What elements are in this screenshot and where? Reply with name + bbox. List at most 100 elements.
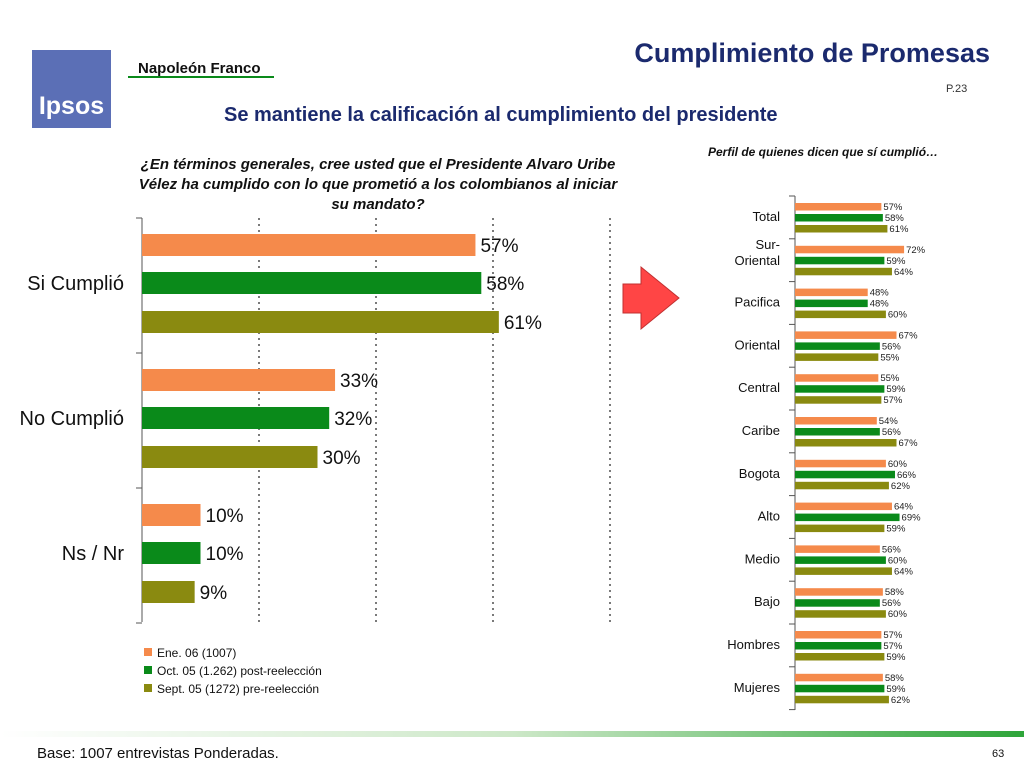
profile-data-label: 54% <box>879 416 899 427</box>
profile-bar <box>795 214 883 222</box>
profile-bar <box>795 599 880 607</box>
bar <box>142 311 499 333</box>
profile-data-label: 57% <box>883 202 903 213</box>
profile-data-label: 48% <box>870 288 890 299</box>
profile-bar <box>795 288 868 297</box>
profile-data-label: 58% <box>885 587 905 598</box>
profile-bar <box>795 256 885 265</box>
legend-label: Oct. 05 (1.262) post-reelección <box>157 664 322 678</box>
brand-underline <box>128 76 274 78</box>
data-label: 10% <box>206 544 244 565</box>
profile-data-label: 69% <box>902 513 922 524</box>
profile-data-label: 55% <box>880 352 900 363</box>
profile-bar <box>795 653 885 661</box>
profile-category-label: Sur-Oriental <box>734 237 780 268</box>
profile-data-label: 64% <box>894 267 914 278</box>
profile-data-label: 56% <box>882 341 902 352</box>
ipsos-logo <box>32 50 111 128</box>
profile-category-label: Hombres <box>727 637 780 652</box>
profile-data-label: 57% <box>883 630 903 641</box>
profile-bar <box>795 225 888 233</box>
main-chart-title: ¿En términos generales, cree usted que e… <box>138 156 618 213</box>
profile-data-label: 60% <box>888 310 908 321</box>
profile-bar <box>795 567 892 575</box>
bar <box>142 407 330 429</box>
profile-data-label: 64% <box>894 566 914 577</box>
slide-number: 63 <box>992 748 1005 760</box>
data-label: 9% <box>200 583 228 604</box>
profile-bar <box>795 203 882 211</box>
slide-subtitle: Se mantiene la calificación al cumplimie… <box>224 104 778 126</box>
bar <box>142 369 336 391</box>
profile-category-label: Oriental <box>734 337 780 352</box>
profile-bar <box>795 513 900 522</box>
profile-data-label: 60% <box>888 459 908 470</box>
profile-bar <box>795 374 879 382</box>
profile-data-label: 67% <box>899 438 919 449</box>
profile-category-label: Mujeres <box>734 680 781 695</box>
profile-bar <box>795 695 889 704</box>
profile-bar <box>795 396 882 404</box>
legend-swatch <box>144 648 152 656</box>
profile-data-label: 56% <box>882 544 902 555</box>
profile-data-label: 55% <box>880 373 900 384</box>
profile-category-label: Total <box>753 209 781 224</box>
profile-bar <box>795 417 877 425</box>
profile-data-label: 57% <box>883 395 903 406</box>
profile-bar <box>795 385 885 393</box>
category-label: No Cumplió <box>20 408 124 430</box>
profile-data-label: 60% <box>888 555 908 566</box>
bar <box>142 504 201 526</box>
legend-swatch <box>144 666 152 674</box>
profile-bar <box>795 310 886 319</box>
profile-data-label: 56% <box>882 598 902 609</box>
data-label: 32% <box>334 409 372 430</box>
profile-category-label: Bogota <box>739 466 781 481</box>
legend-label: Ene. 06 (1007) <box>157 646 236 660</box>
profile-data-label: 59% <box>886 384 906 395</box>
profile-bar <box>795 524 885 533</box>
logo-text: Ipsos <box>38 92 105 120</box>
profile-data-label: 60% <box>888 609 908 620</box>
profile-data-label: 72% <box>906 245 926 256</box>
profile-category-label: Medio <box>745 551 780 566</box>
footer-bar <box>0 731 1024 737</box>
profile-data-label: 59% <box>886 256 906 267</box>
profile-data-label: 59% <box>886 684 906 695</box>
profile-category-label: Central <box>738 380 780 395</box>
profile-bar <box>795 439 897 447</box>
profile-bar <box>795 502 892 511</box>
profile-data-label: 62% <box>891 481 911 492</box>
base-note: Base: 1007 entrevistas Ponderadas. <box>37 745 279 762</box>
bar <box>142 581 195 603</box>
profile-data-label: 61% <box>889 224 909 235</box>
profile-data-label: 58% <box>885 673 905 684</box>
right-arrow-icon <box>622 265 680 331</box>
bar <box>142 446 318 468</box>
profile-category-label: Pacifica <box>734 295 780 310</box>
page-reference: P.23 <box>946 83 968 95</box>
profile-bar <box>795 267 892 276</box>
profile-bar <box>795 331 897 339</box>
profile-data-label: 48% <box>870 299 890 310</box>
profile-data-label: 58% <box>885 213 905 224</box>
profile-bar <box>795 631 882 639</box>
profile-category-label: Caribe <box>742 423 780 438</box>
profile-category-label: Bajo <box>754 594 780 609</box>
data-label: 61% <box>504 313 542 334</box>
profile-bar <box>795 610 886 618</box>
profile-bar <box>795 481 889 490</box>
bar <box>142 234 476 256</box>
category-label: Ns / Nr <box>62 543 125 565</box>
profile-data-label: 67% <box>899 330 919 341</box>
profile-data-label: 59% <box>886 652 906 663</box>
profile-bar <box>795 673 883 682</box>
profile-bar <box>795 428 880 436</box>
profile-chart-title: Perfil de quienes dicen que sí cumplió… <box>708 145 939 159</box>
profile-bar <box>795 556 886 564</box>
legend-swatch <box>144 684 152 692</box>
profile-category-label: Alto <box>758 509 780 524</box>
data-label: 58% <box>486 274 524 295</box>
profile-bar <box>795 545 880 553</box>
